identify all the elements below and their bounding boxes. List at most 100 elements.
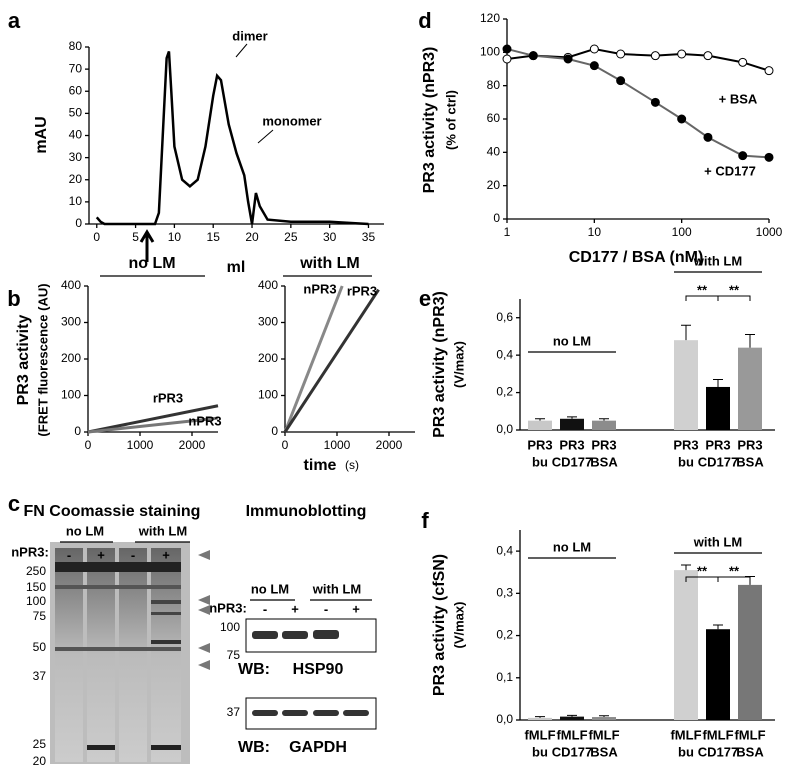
y-tick-label: 120 xyxy=(480,11,500,25)
gel-title: Immunoblotting xyxy=(246,503,367,520)
y-tick-label: 0 xyxy=(74,424,81,438)
panel-label: d xyxy=(418,8,431,33)
significance-label: ** xyxy=(729,563,740,578)
group-label: with LM xyxy=(312,581,361,596)
bar xyxy=(706,629,730,720)
x-tick-label: BSA xyxy=(736,744,764,759)
bar xyxy=(560,418,584,430)
panel-label: b xyxy=(7,286,20,311)
data-point xyxy=(703,132,713,142)
x-tick-label: fMLF xyxy=(734,727,765,742)
lane-sign: + xyxy=(162,547,170,562)
mw-marker: 250 xyxy=(26,564,46,578)
lane-sign: + xyxy=(97,547,105,562)
series-label: nPR3 xyxy=(303,281,336,296)
x-tick-label: BSA xyxy=(590,744,618,759)
data-point xyxy=(616,76,626,86)
x-tick-label: 35 xyxy=(362,230,376,244)
error-bar xyxy=(713,378,723,387)
y-tick-label: 200 xyxy=(258,351,278,365)
data-point xyxy=(738,57,748,67)
data-point xyxy=(650,97,660,107)
group-label: with LM xyxy=(693,253,742,268)
y-tick-label: 0,1 xyxy=(496,670,513,684)
lane-sign: - xyxy=(131,547,135,562)
series-label: + BSA xyxy=(719,91,758,106)
gel-title: FN Coomassie staining xyxy=(24,503,201,520)
x-tick-label: 1 xyxy=(504,225,511,239)
y-tick-label: 0,0 xyxy=(496,712,513,726)
mw-marker: 20 xyxy=(33,754,47,768)
y-tick-label: 0,0 xyxy=(496,422,513,436)
y-tick-label: 60 xyxy=(487,111,501,125)
x-tick-label: bu xyxy=(532,454,548,469)
bar xyxy=(674,570,698,720)
x-tick-label: 0 xyxy=(85,438,92,452)
series-label: rPR3 xyxy=(153,390,183,405)
y-tick-label: 0 xyxy=(75,216,82,230)
panel-label: f xyxy=(421,508,429,533)
series-line xyxy=(95,51,369,226)
x-tick-label: fMLF xyxy=(588,727,619,742)
y-tick-label: 10 xyxy=(69,194,83,208)
mw-marker: 100 xyxy=(26,594,46,608)
data-point xyxy=(703,51,713,61)
y-tick-label: 0 xyxy=(271,424,278,438)
x-tick-label: fMLF xyxy=(670,727,701,742)
data-point xyxy=(528,51,538,61)
error-bar xyxy=(713,624,723,630)
y-tick-label: 200 xyxy=(61,351,81,365)
x-tick-label: PR3 xyxy=(673,437,698,452)
series-label: + CD177 xyxy=(704,163,756,178)
y-axis-label: mAU xyxy=(33,116,50,153)
bar xyxy=(674,340,698,430)
y-axis-label: PR3 activity (cfSN) xyxy=(431,554,448,696)
y-tick-label: 40 xyxy=(69,128,83,142)
x-axis-label: time xyxy=(304,457,337,474)
x-tick-label: bu xyxy=(678,744,694,759)
y-axis-label: (FRET fluorescence (AU) xyxy=(35,283,50,436)
y-axis-label: (% of ctrl) xyxy=(443,90,458,150)
injection-arrow xyxy=(139,229,155,262)
lane-sign: - xyxy=(324,601,328,616)
series-line xyxy=(506,47,770,72)
y-tick-label: 300 xyxy=(61,315,81,329)
data-point xyxy=(563,54,573,64)
x-tick-label: CD177 xyxy=(552,744,592,759)
data-point xyxy=(650,51,660,61)
data-point xyxy=(589,61,599,71)
data-point xyxy=(589,44,599,54)
error-bar xyxy=(567,416,577,419)
x-axis-label: CD177 / BSA (nM) xyxy=(569,249,704,266)
chart-title: no LM xyxy=(128,255,175,272)
annotation-arrow xyxy=(235,43,248,58)
data-point xyxy=(616,49,626,59)
y-tick-label: 0,2 xyxy=(496,385,513,399)
x-axis-label: ml xyxy=(227,259,246,276)
x-tick-label: 20 xyxy=(245,230,259,244)
x-tick-label: fMLF xyxy=(556,727,587,742)
group-label: no LM xyxy=(66,523,104,538)
gel-arrowheads xyxy=(198,550,210,670)
error-bar xyxy=(535,716,545,718)
data-point xyxy=(764,66,774,76)
y-tick-label: 40 xyxy=(487,145,501,159)
lane-sign: - xyxy=(67,547,71,562)
x-tick-label: BSA xyxy=(590,454,618,469)
mw-marker: 50 xyxy=(33,640,47,654)
x-tick-label: 25 xyxy=(284,230,298,244)
y-tick-label: 0,4 xyxy=(496,347,513,361)
mw-marker: 100 xyxy=(220,620,240,634)
y-axis-label: (V/max) xyxy=(451,341,466,388)
y-tick-label: 0,3 xyxy=(496,586,513,600)
error-bar xyxy=(567,714,577,717)
bar xyxy=(528,420,552,430)
chart-title: with LM xyxy=(299,255,360,272)
wb-protein: HSP90 xyxy=(293,661,344,678)
gel-lanes xyxy=(55,548,181,762)
data-point xyxy=(677,114,687,124)
lane-sign: + xyxy=(291,601,299,616)
mw-marker: 37 xyxy=(227,705,241,719)
data-point xyxy=(502,44,512,54)
y-tick-label: 20 xyxy=(487,178,501,192)
